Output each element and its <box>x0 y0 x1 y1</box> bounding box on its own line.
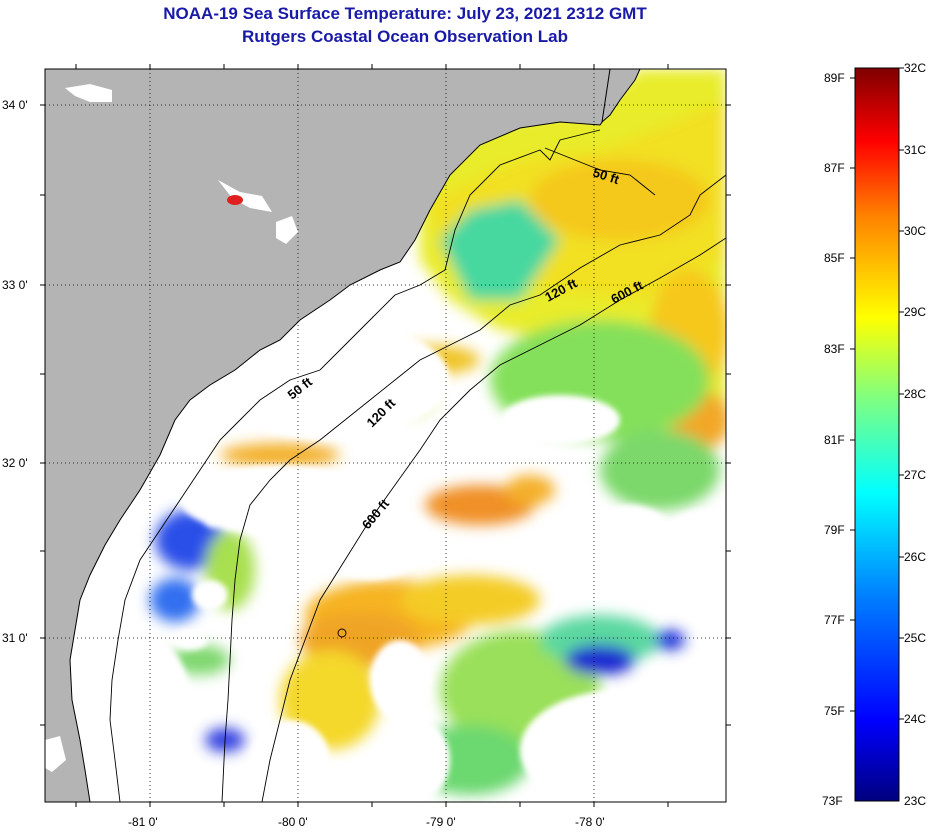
isobath-600ft <box>261 237 726 802</box>
colorbar-f-label: 85F <box>824 251 845 265</box>
colorbar-c-label: 27C <box>904 468 927 482</box>
isobath-ring <box>337 628 347 638</box>
colorbar-c-label: 23C <box>904 794 927 808</box>
colorbar-f-label: 87F <box>824 161 845 175</box>
lon-label: -78 0' <box>575 815 605 829</box>
colorbar-f-label: 89F <box>824 71 845 85</box>
colorbar-ticks <box>850 67 904 720</box>
lon-label: -80 0' <box>278 815 308 829</box>
lat-label: 34 0' <box>2 98 28 112</box>
colorbar-c-label: 32C <box>904 61 927 75</box>
colorbar-f-label: 73F <box>822 794 843 808</box>
land-cloud <box>218 180 272 212</box>
grid-lines <box>45 69 726 802</box>
colorbar-c-label: 31C <box>904 143 927 157</box>
isobath-50ft <box>109 129 601 802</box>
colorbar-c-label: 24C <box>904 712 927 726</box>
map-frame <box>44 68 727 803</box>
map-title: NOAA-19 Sea Surface Temperature: July 23… <box>163 4 647 23</box>
colorbar-f-label: 83F <box>824 342 845 356</box>
isobath-120ft <box>221 174 726 802</box>
land-area <box>45 69 641 802</box>
colorbar-c-label: 25C <box>904 631 927 645</box>
land-cloud <box>45 736 66 772</box>
colorbar-c-label: 26C <box>904 550 927 564</box>
lat-label: 33 0' <box>2 278 28 292</box>
lat-label: 32 0' <box>2 456 28 470</box>
hot-spot <box>227 195 243 205</box>
land-cloud <box>276 216 298 244</box>
colorbar-f-label: 79F <box>824 523 845 537</box>
colorbar-c-label: 28C <box>904 387 927 401</box>
colorbar-f-label: 81F <box>824 433 845 447</box>
colorbar-c-label: 29C <box>904 305 927 319</box>
colorbar-f-label: 75F <box>824 704 845 718</box>
colorbar-f-label: 77F <box>824 613 845 627</box>
lon-label: -81 0' <box>128 815 158 829</box>
lat-label: 31 0' <box>2 631 28 645</box>
colorbar-c-label: 30C <box>904 224 927 238</box>
land-area-ne <box>601 69 641 124</box>
map-subtitle: Rutgers Coastal Ocean Observation Lab <box>242 27 568 46</box>
axis-ticks <box>40 64 731 807</box>
land-cloud <box>65 84 112 102</box>
isobath-50ft-ne <box>544 147 656 196</box>
colorbar <box>854 67 900 802</box>
cloud-overlay <box>110 285 726 802</box>
lon-label: -79 0' <box>426 815 456 829</box>
